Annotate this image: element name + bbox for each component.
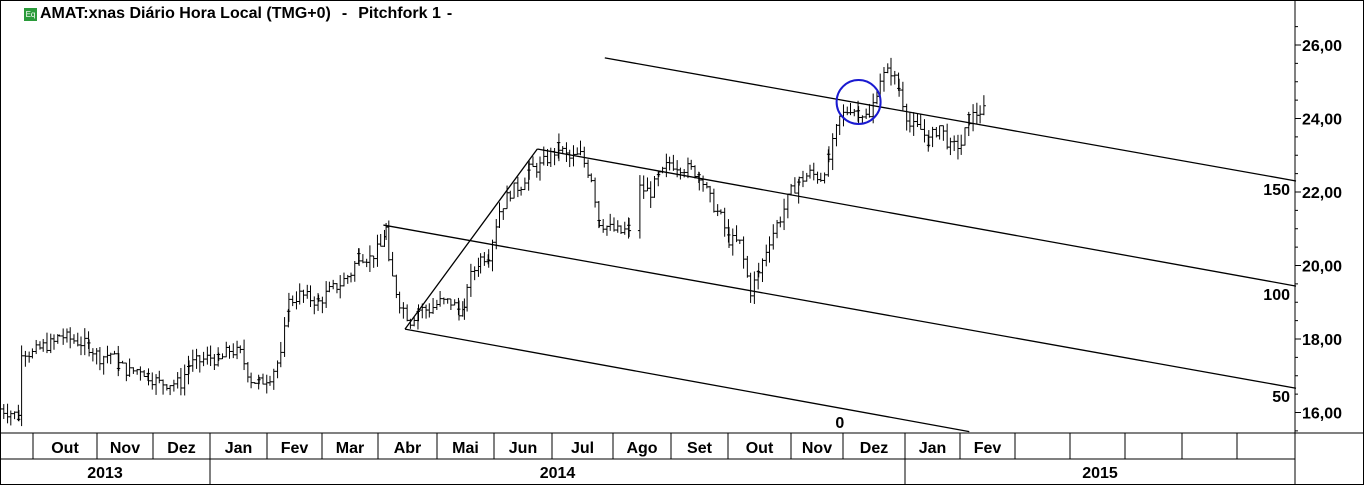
month-label: Set [687,440,713,457]
month-label: Out [51,440,79,457]
month-label: Dez [167,440,195,457]
pitchfork-line-150 [604,57,1297,182]
month-label: Jan [919,440,947,457]
y-tick-label: 26,00 [1302,38,1342,55]
y-tick-label: 18,00 [1302,332,1342,349]
separator: - [341,5,348,22]
chart-title-bar: Eq AMAT:xnas Diário Hora Local (TMG+0) -… [24,5,452,23]
pitchfork-level-label: 150 [1263,182,1290,199]
month-label: Fev [281,440,309,457]
month-label: Jun [509,440,537,457]
y-tick-label: 16,00 [1302,406,1342,423]
y-tick-label: 24,00 [1302,112,1342,129]
month-label: Fev [974,440,1002,457]
year-label: 2015 [1082,465,1118,482]
y-tick-label: 20,00 [1302,259,1342,276]
eq-icon: Eq [24,7,37,21]
pitchfork-line-100 [537,148,1297,287]
y-tick-label: 22,00 [1302,185,1342,202]
month-label: Dez [860,440,888,457]
month-label: Mar [336,440,364,457]
month-label: Mai [452,440,479,457]
year-label: 2014 [540,465,576,482]
pitchfork-level-label: 0 [835,415,844,432]
annotation-circle [835,78,882,125]
month-label: Jul [571,440,594,457]
month-label: Nov [802,440,832,457]
pitchfork-level-label: 50 [1272,389,1290,406]
month-label: Jan [225,440,253,457]
pitchfork-line-50 [383,224,1297,389]
month-label: Abr [394,440,422,457]
pitchfork-level-label: 100 [1263,287,1290,304]
separator: - [446,5,453,22]
pitchfork-line-0 [404,328,970,433]
pitchfork-handle [404,148,538,330]
chart-title: AMAT:xnas Diário Hora Local (TMG+0) [40,5,331,22]
month-label: Nov [110,440,140,457]
month-label: Out [746,440,774,457]
month-label: Ago [626,440,657,457]
year-label: 2013 [87,465,123,482]
study-name[interactable]: Pitchfork 1 [358,5,441,22]
